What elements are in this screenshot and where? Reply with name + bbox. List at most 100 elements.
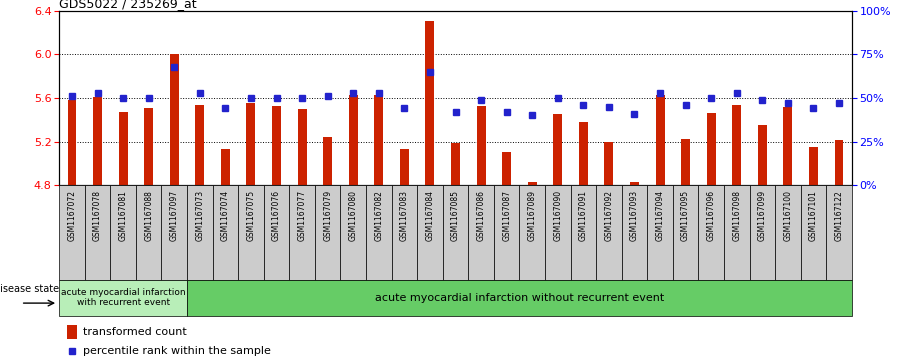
Text: GSM1167074: GSM1167074 [220, 190, 230, 241]
Bar [247, 103, 255, 185]
Text: GSM1167095: GSM1167095 [681, 190, 691, 241]
Text: acute myocardial infarction without recurrent event: acute myocardial infarction without recu… [374, 293, 664, 303]
Bar [67, 325, 77, 339]
Bar [451, 143, 460, 185]
Bar [85, 185, 110, 280]
Text: GSM1167085: GSM1167085 [451, 190, 460, 241]
Bar [161, 185, 187, 280]
Bar [604, 142, 613, 185]
Bar [801, 185, 826, 280]
Text: GSM1167076: GSM1167076 [272, 190, 281, 241]
Bar [187, 185, 212, 280]
Text: GSM1167081: GSM1167081 [118, 190, 128, 241]
Bar [673, 185, 699, 280]
Bar [809, 147, 818, 185]
Bar [502, 152, 511, 185]
Bar [374, 95, 384, 185]
Bar [144, 108, 153, 185]
Bar [553, 114, 562, 185]
Bar [290, 185, 315, 280]
Bar [545, 185, 570, 280]
Bar [118, 112, 128, 185]
Bar [775, 185, 801, 280]
Bar [110, 185, 136, 280]
Bar [59, 280, 187, 316]
Bar [834, 140, 844, 185]
Bar [238, 185, 264, 280]
Text: GSM1167101: GSM1167101 [809, 190, 818, 241]
Text: GSM1167084: GSM1167084 [425, 190, 435, 241]
Bar [221, 149, 230, 185]
Text: disease state: disease state [0, 284, 59, 294]
Bar [59, 185, 85, 280]
Bar [169, 54, 179, 185]
Bar [366, 185, 392, 280]
Bar [783, 107, 793, 185]
Text: GDS5022 / 235269_at: GDS5022 / 235269_at [59, 0, 197, 10]
Text: GSM1167093: GSM1167093 [630, 190, 639, 241]
Bar [392, 185, 417, 280]
Bar [699, 185, 724, 280]
Text: GSM1167087: GSM1167087 [502, 190, 511, 241]
Bar [578, 122, 588, 185]
Bar [647, 185, 673, 280]
Bar [298, 109, 307, 185]
Bar [681, 139, 690, 185]
Bar [750, 185, 775, 280]
Bar [707, 113, 716, 185]
Bar [136, 185, 161, 280]
Text: GSM1167098: GSM1167098 [732, 190, 742, 241]
Bar [400, 149, 409, 185]
Bar [468, 185, 494, 280]
Bar [570, 185, 596, 280]
Bar [826, 185, 852, 280]
Text: GSM1167073: GSM1167073 [195, 190, 204, 241]
Text: GSM1167079: GSM1167079 [323, 190, 333, 241]
Text: GSM1167091: GSM1167091 [578, 190, 588, 241]
Bar [758, 125, 767, 185]
Text: GSM1167075: GSM1167075 [247, 190, 255, 241]
Bar [67, 100, 77, 185]
Text: GSM1167122: GSM1167122 [834, 190, 844, 241]
Text: GSM1167083: GSM1167083 [400, 190, 409, 241]
Text: GSM1167097: GSM1167097 [169, 190, 179, 241]
Text: GSM1167090: GSM1167090 [553, 190, 562, 241]
Bar [527, 182, 537, 185]
Bar [93, 97, 102, 185]
Text: GSM1167082: GSM1167082 [374, 190, 384, 241]
Bar [656, 95, 664, 185]
Bar [443, 185, 468, 280]
Bar [272, 106, 281, 185]
Bar [212, 185, 238, 280]
Bar [323, 137, 333, 185]
Bar [341, 185, 366, 280]
Bar [264, 185, 290, 280]
Text: acute myocardial infarction
with recurrent event: acute myocardial infarction with recurre… [61, 288, 186, 307]
Bar [195, 105, 204, 185]
Text: GSM1167088: GSM1167088 [144, 190, 153, 241]
Bar [630, 182, 639, 185]
Bar [724, 185, 750, 280]
Bar [732, 105, 742, 185]
Text: GSM1167072: GSM1167072 [67, 190, 77, 241]
Bar [349, 95, 358, 185]
Text: GSM1167080: GSM1167080 [349, 190, 358, 241]
Bar [621, 185, 647, 280]
Text: GSM1167096: GSM1167096 [707, 190, 716, 241]
Bar [417, 185, 443, 280]
Text: GSM1167100: GSM1167100 [783, 190, 793, 241]
Bar [425, 21, 435, 185]
Text: GSM1167092: GSM1167092 [604, 190, 613, 241]
Text: percentile rank within the sample: percentile rank within the sample [83, 346, 271, 356]
Text: GSM1167078: GSM1167078 [93, 190, 102, 241]
Text: GSM1167099: GSM1167099 [758, 190, 767, 241]
Text: GSM1167089: GSM1167089 [527, 190, 537, 241]
Text: GSM1167077: GSM1167077 [298, 190, 307, 241]
Bar [476, 106, 486, 185]
Text: GSM1167094: GSM1167094 [656, 190, 664, 241]
Bar [494, 185, 519, 280]
Bar [315, 185, 341, 280]
Bar [596, 185, 621, 280]
Text: transformed count: transformed count [83, 327, 187, 337]
Bar [187, 280, 852, 316]
